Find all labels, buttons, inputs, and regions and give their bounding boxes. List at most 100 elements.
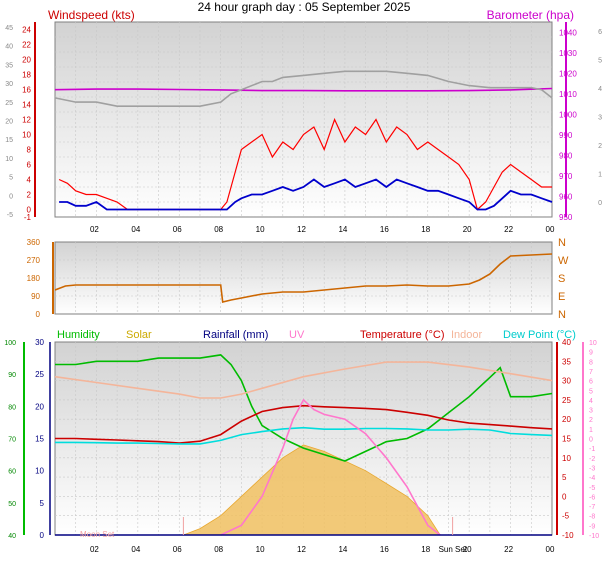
p1-left-tick-label: 22	[22, 41, 31, 50]
p1-xtick-label: 04	[131, 225, 140, 234]
p1-series-barometer	[54, 87, 553, 92]
p3-uv-tick-label: 7	[589, 369, 593, 376]
p1-outer-left-tick-label: -5	[7, 212, 13, 219]
p1-left-tick-label: 4	[27, 176, 32, 185]
compass-label: N	[558, 237, 566, 249]
p1-series-average	[59, 178, 553, 211]
p2-left-tick-label: 180	[27, 274, 41, 283]
p1-outer-left-tick-label: 35	[5, 62, 13, 69]
p3-uv-tick-label: -6	[589, 494, 595, 501]
p2-left-tick-label: 0	[36, 310, 41, 319]
legend-item-rainfall-mm: Rainfall (mm)	[203, 329, 268, 341]
moonset-label: Moon Set	[80, 530, 115, 539]
p3-humidity-tick-label: 80	[8, 404, 16, 411]
p1-outer-left-tick-label: 20	[5, 119, 13, 126]
p3-uv-tick-label: -2	[589, 456, 595, 463]
p3-humidity-tick-label: 70	[8, 437, 16, 444]
p2-left-tick-label: 90	[31, 292, 40, 301]
p3-xtick-label: 10	[256, 545, 265, 554]
p3-uv-tick-label: -9	[589, 523, 595, 530]
p3-uv-tick-label: 10	[589, 340, 597, 347]
p1-xtick-label: 06	[173, 225, 182, 234]
p1-outer-right-tick-label: 1	[598, 172, 602, 179]
p1-outer-right-tick-label: 2	[598, 143, 602, 150]
p1-outer-right-tick-label: 6	[598, 29, 602, 36]
panel3-legend: Humidity Solar Rainfall (mm) UV Temperature …	[57, 329, 576, 341]
p1-xtick-label: 12	[297, 225, 306, 234]
p1-series-indoor-barometer	[54, 70, 553, 107]
p1-outer-right-tick-label: 3	[598, 115, 602, 122]
p3-uv-tick-label: -1	[589, 446, 595, 453]
barometer-axis-label: Barometer (hpa)	[487, 8, 574, 22]
p1-left-tick-label: 12	[22, 116, 31, 125]
p1-xtick-label: 22	[504, 225, 513, 234]
p1-left-tick-label: 18	[22, 71, 31, 80]
p1-xtick-label: 08	[214, 225, 223, 234]
p1-outer-left-tick-label: 45	[5, 25, 13, 32]
p3-xtick-label: 04	[131, 545, 140, 554]
chart-title: 24 hour graph day : 05 September 2025	[198, 0, 411, 14]
p3-xtick-label: 14	[338, 545, 347, 554]
compass-label: E	[558, 291, 565, 303]
p3-series-dew-point	[55, 426, 553, 445]
p1-left-tick-label: -1	[24, 213, 32, 222]
p3-uv-tick-label: 9	[589, 350, 593, 357]
p1-xtick-label: 16	[380, 225, 389, 234]
legend-item-uv: UV	[289, 329, 305, 341]
p3-xtick-label: 12	[297, 545, 306, 554]
p3-temp-tick-label: 5	[562, 473, 567, 482]
p3-uv-tick-label: 2	[589, 417, 593, 424]
p1-xtick-label: 00	[546, 225, 555, 234]
p1-left-tick-label: 14	[22, 101, 31, 110]
p1-outer-left-tick-label: 30	[5, 81, 13, 88]
p3-humidity-tick-label: 60	[8, 469, 16, 476]
p3-xtick-label: 02	[90, 545, 99, 554]
legend-item-indoor: Indoor	[451, 329, 483, 341]
p3-temp-tick-label: -10	[562, 531, 574, 540]
p1-left-tick-label: 0	[27, 206, 32, 215]
p3-uv-tick-label: 1	[589, 427, 593, 434]
p1-right-tick-label: 990	[559, 131, 573, 140]
p3-uv-tick-label: 8	[589, 359, 593, 366]
p1-left-tick-label: 8	[27, 146, 32, 155]
p3-temp-tick-label: 0	[562, 492, 567, 501]
legend-item-temperature-c: Temperature (°C)	[360, 329, 444, 341]
p3-solar-tick-label: 20	[35, 402, 44, 411]
p3-series-indoor	[54, 361, 553, 399]
p1-outer-left-tick-label: 5	[9, 175, 13, 182]
p3-series-temperature	[55, 404, 553, 444]
p1-left-tick-label: 2	[27, 191, 32, 200]
p3-solar-tick-label: 25	[35, 370, 44, 379]
p3-xtick-label: 20	[463, 545, 472, 554]
p1-left-tick-label: 16	[22, 86, 31, 95]
p1-xtick-label: 18	[421, 225, 430, 234]
p1-right-tick-label: 1000	[559, 110, 577, 119]
p3-xtick-label: 22	[504, 545, 513, 554]
p3-uv-tick-label: 4	[589, 398, 593, 405]
p3-humidity-tick-label: 100	[4, 340, 16, 347]
temperature-humidity-panel: 1009080706050403025201510504035302520151…	[4, 338, 599, 554]
p3-solar-tick-label: 10	[35, 467, 44, 476]
p1-outer-right-tick-label: 4	[598, 86, 602, 93]
p3-temp-tick-label: -5	[562, 512, 570, 521]
p1-left-tick-label: 10	[22, 131, 31, 140]
p3-xtick-label: 18	[421, 545, 430, 554]
p1-xtick-label: 20	[463, 225, 472, 234]
p1-outer-left-tick-label: 40	[5, 44, 13, 51]
p3-xtick-label: 08	[214, 545, 223, 554]
p3-uv-tick-label: -10	[589, 533, 599, 540]
p3-solar-tick-label: 0	[40, 531, 45, 540]
p2-series-wind-direction	[54, 253, 553, 303]
p3-uv-tick-label: -4	[589, 475, 595, 482]
p3-solar-tick-label: 30	[35, 338, 44, 347]
p3-xtick-label: 16	[380, 545, 389, 554]
p1-right-tick-label: 1020	[559, 69, 577, 78]
p1-outer-left-tick-label: 15	[5, 137, 13, 144]
p3-uv-tick-label: 3	[589, 408, 593, 415]
p3-series-uv	[220, 398, 441, 536]
p1-left-tick-label: 24	[22, 26, 31, 35]
p1-xtick-label: 10	[256, 225, 265, 234]
p1-left-tick-label: 20	[22, 56, 31, 65]
p2-left-tick-label: 360	[27, 238, 41, 247]
